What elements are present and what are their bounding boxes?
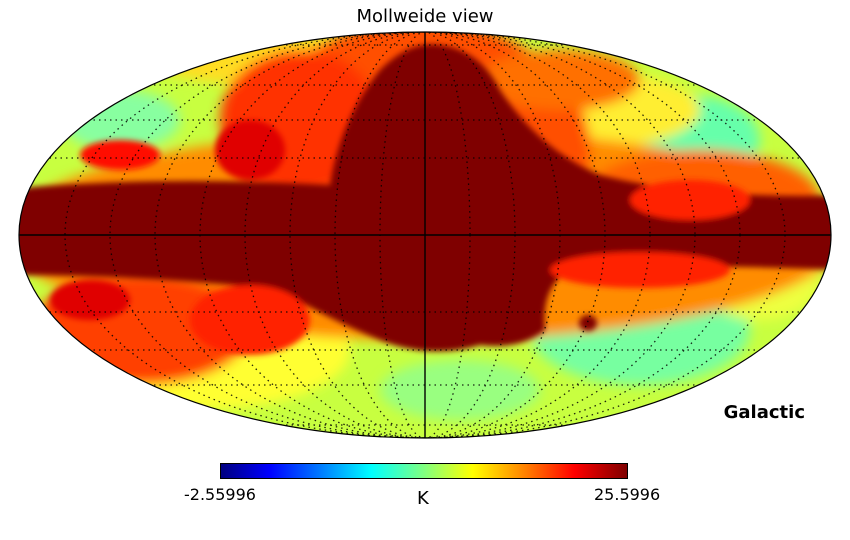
mollweide-sky-map xyxy=(18,31,832,439)
coordinate-system-label: Galactic xyxy=(723,402,805,423)
colorbar-min-label: -2.55996 xyxy=(184,485,256,504)
colorbar xyxy=(220,463,628,479)
colorbar-unit-label: K xyxy=(417,488,429,509)
map-title: Mollweide view xyxy=(356,6,494,27)
colorbar-max-label: 25.5996 xyxy=(594,485,661,504)
